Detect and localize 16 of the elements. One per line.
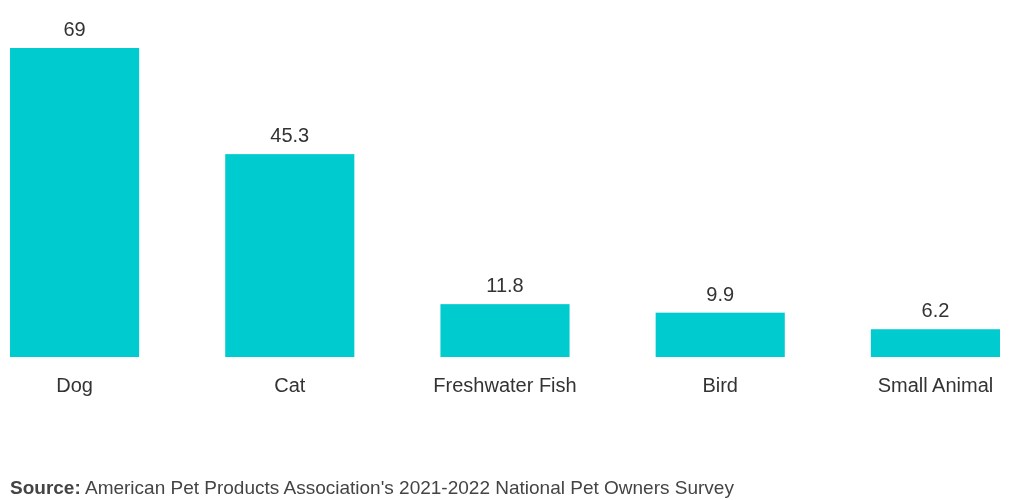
data-label: 9.9	[706, 282, 735, 305]
data-label: 69	[63, 18, 86, 40]
x-tick-label: Bird	[702, 374, 739, 396]
bar	[225, 154, 355, 357]
source-note: Source: American Pet Products Association's 2021-2022 National Pet Owners Survey	[10, 477, 735, 498]
x-tick-label: Small Animal	[877, 374, 994, 396]
x-tick-label: Cat	[274, 374, 306, 396]
bar	[870, 329, 1000, 357]
data-label: 11.8	[486, 274, 524, 297]
bar	[440, 304, 570, 357]
data-label: 6.2	[921, 299, 950, 322]
x-tick-label: Freshwater Fish	[433, 374, 577, 396]
bar	[10, 48, 140, 357]
bar	[655, 312, 785, 357]
data-label: 45.3	[270, 124, 310, 147]
x-tick-label: Dog	[56, 374, 93, 396]
